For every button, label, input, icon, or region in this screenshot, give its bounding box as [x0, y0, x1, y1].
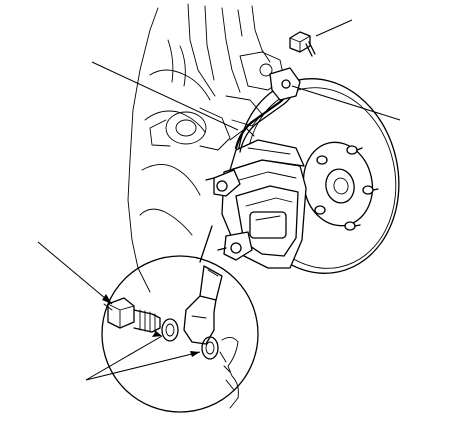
arrowhead-washer-2 — [190, 351, 200, 357]
detail-magnifier — [101, 225, 259, 413]
callout-banjo-bolt — [37, 241, 113, 305]
bracket-bolt — [289, 31, 316, 57]
callout-sealing-washers — [85, 335, 163, 381]
hose-bracket — [269, 67, 301, 101]
banjo-bolt — [103, 297, 161, 333]
sealing-washers — [161, 318, 219, 360]
callout-right-bracket — [291, 85, 401, 121]
wheel-studs — [314, 145, 379, 231]
callout-sealing-washers-2 — [85, 351, 201, 381]
callout-leaders — [37, 19, 401, 381]
callout-top-bolt — [315, 19, 353, 37]
arrowhead-washer-1 — [152, 331, 162, 337]
callout-upper-left-hose — [91, 61, 239, 131]
brake-caliper — [205, 139, 307, 269]
arrowhead-banjo — [102, 294, 112, 304]
suspension-knuckle-outline — [127, 3, 285, 293]
